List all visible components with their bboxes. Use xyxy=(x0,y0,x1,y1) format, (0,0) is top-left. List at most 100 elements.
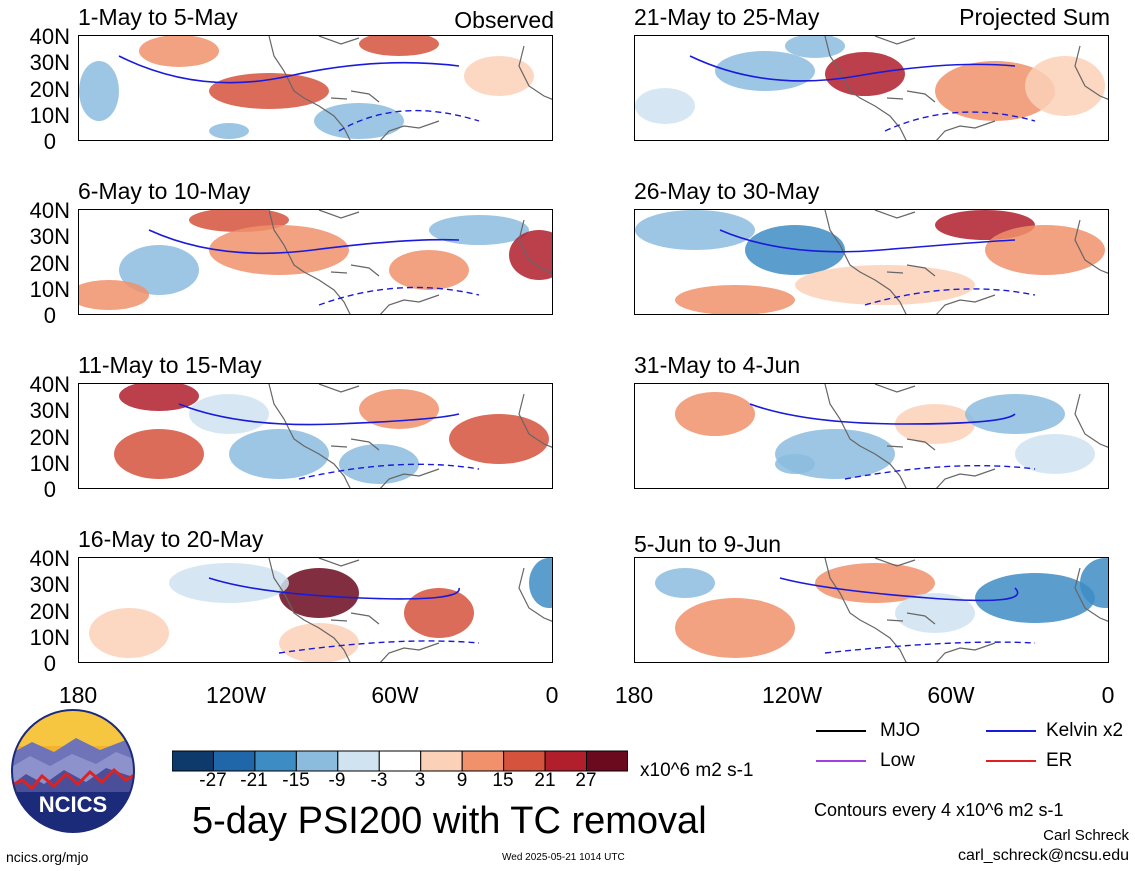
colorbar-label: 27 xyxy=(575,770,597,791)
kelvin-contour xyxy=(749,403,1016,425)
logo-text: NCICS xyxy=(39,792,107,817)
kelvin-contour-negative xyxy=(338,109,480,132)
kelvin-contour-negative xyxy=(844,464,1036,480)
main-title: 5-day PSI200 with TC removal xyxy=(192,800,707,842)
colorbar-swatch xyxy=(378,750,422,772)
panel-title-1: 1-May to 5-May xyxy=(78,4,238,30)
panel-tag-observed: Observed xyxy=(454,7,554,33)
colorbar-label: -15 xyxy=(282,770,310,791)
anomaly-shading xyxy=(795,265,975,305)
y-tick-label: 30N xyxy=(29,50,70,75)
panel-title-6: 31-May to 4-Jun xyxy=(634,352,801,378)
anomaly-shading xyxy=(935,61,1055,121)
panel-title-8: 5-Jun to 9-Jun xyxy=(634,531,782,557)
colorbar-label: 3 xyxy=(414,770,426,791)
y-tick-label: 10N xyxy=(29,625,70,650)
kelvin-contour xyxy=(148,229,460,255)
legend-label-low: Low xyxy=(880,750,915,771)
anomaly-shading xyxy=(119,245,199,295)
anomaly-shading xyxy=(635,88,695,124)
colorbar-label: 21 xyxy=(534,770,556,791)
anomaly-shading xyxy=(775,454,815,474)
anomaly-shading xyxy=(675,285,795,314)
anomaly-shading xyxy=(359,36,439,56)
y-tick-label: 20N xyxy=(29,77,70,102)
colorbar xyxy=(172,750,628,772)
coastline xyxy=(824,210,1108,314)
map-panel-1 xyxy=(78,35,553,141)
legend-line-er xyxy=(986,760,1036,762)
anomaly-shading xyxy=(815,563,935,603)
timestamp: Wed 2025-05-21 1014 UTC xyxy=(502,852,625,863)
legend-label-mjo: MJO xyxy=(880,720,921,741)
coastline xyxy=(824,558,1108,662)
anomaly-shading xyxy=(279,568,359,618)
anomaly-shading xyxy=(114,429,204,479)
map-panel-6 xyxy=(634,383,1109,489)
coastline xyxy=(824,36,1108,140)
anomaly-shading xyxy=(279,623,359,662)
legend-label-kelvin: Kelvin x2 xyxy=(1046,720,1124,741)
anomaly-shading xyxy=(89,608,169,658)
kelvin-contour xyxy=(118,55,460,84)
anomaly-shading xyxy=(975,573,1095,623)
author-email: carl_schreck@ncsu.edu xyxy=(958,847,1129,864)
x-tick-label: 180 xyxy=(58,682,98,708)
legend-line-kelvin xyxy=(986,730,1036,732)
anomaly-shading xyxy=(1015,434,1095,474)
anomaly-shading xyxy=(675,598,795,658)
colorbar-swatch xyxy=(254,750,297,772)
colorbar-label: 9 xyxy=(456,770,468,791)
anomaly-shading xyxy=(79,280,149,310)
colorbar-swatch xyxy=(337,750,380,772)
coastline xyxy=(268,558,552,662)
y-tick-label: 40N xyxy=(29,24,70,49)
anomaly-shading xyxy=(209,73,329,109)
kelvin-contour xyxy=(779,577,1019,602)
anomaly-shading xyxy=(229,429,329,479)
map-field-5 xyxy=(114,384,552,488)
coastline xyxy=(268,36,552,140)
anomaly-shading xyxy=(635,210,755,250)
anomaly-shading xyxy=(79,61,119,121)
x-tick-label: 60W xyxy=(927,682,975,708)
colorbar-swatch xyxy=(295,750,339,772)
panel-title-5: 11-May to 15-May xyxy=(78,352,262,378)
y-tick-label: 10N xyxy=(29,277,70,302)
site-url: ncics.org/mjo xyxy=(6,849,89,865)
map-field-1 xyxy=(79,36,552,140)
anomaly-shading xyxy=(389,250,469,290)
map-panel-4 xyxy=(634,209,1109,315)
map-field-2 xyxy=(635,36,1108,140)
map-field-6 xyxy=(675,384,1108,488)
colorbar-label: -3 xyxy=(370,770,388,791)
y-tick-label: 40N xyxy=(29,546,70,571)
map-field-8 xyxy=(655,558,1108,662)
colorbar-swatch xyxy=(586,750,628,772)
anomaly-shading xyxy=(785,36,845,58)
anomaly-shading xyxy=(529,558,552,608)
colorbar-swatch xyxy=(420,750,463,772)
kelvin-contour-negative xyxy=(884,111,1036,132)
x-tick-label: 60W xyxy=(371,682,419,708)
kelvin-contour-negative xyxy=(864,288,1036,306)
map-panel-3 xyxy=(78,209,553,315)
y-tick-label: 0 xyxy=(43,651,56,676)
map-panel-8 xyxy=(634,557,1109,663)
anomaly-shading xyxy=(449,414,549,464)
y-tick-label: 20N xyxy=(29,425,70,450)
coastline xyxy=(268,210,552,314)
colorbar-swatch xyxy=(503,750,546,772)
anomaly-shading xyxy=(655,568,715,598)
x-tick-label: 120W xyxy=(761,682,823,708)
anomaly-shading xyxy=(339,444,419,484)
anomaly-shading xyxy=(139,36,219,67)
y-tick-label: 40N xyxy=(29,198,70,223)
colorbar-label: -9 xyxy=(328,770,346,791)
x-tick-label: 180 xyxy=(614,682,654,708)
x-tick-label: 0 xyxy=(1101,682,1115,708)
map-field-3 xyxy=(79,210,552,314)
x-tick-label: 120W xyxy=(205,682,267,708)
legend-line-low xyxy=(816,760,866,762)
kelvin-contour xyxy=(208,577,460,600)
